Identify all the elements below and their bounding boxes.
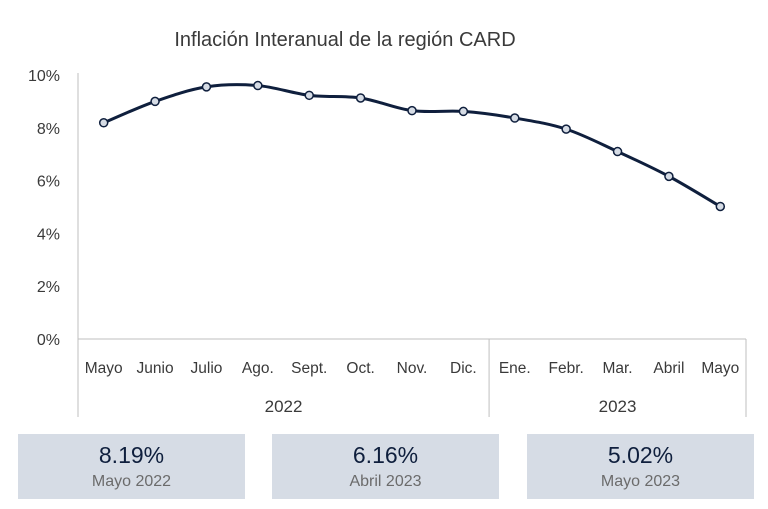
y-tick-label: 6% xyxy=(37,174,60,191)
x-tick-label: Dic. xyxy=(450,360,477,377)
data-point xyxy=(304,90,314,101)
stat-card-april-2023: 6.16% Abril 2023 xyxy=(272,434,499,499)
x-tick-label: Ene. xyxy=(499,360,531,377)
inflation-chart: Inflación Interanual de la región CARD 0… xyxy=(28,29,747,417)
x-tick-label: Ago. xyxy=(242,360,274,377)
data-point xyxy=(201,82,212,92)
x-axis: Mayo Junio Julio Ago. Sept. Oct. Nov. Dic. Ene. F… xyxy=(77,338,747,417)
x-tick-label: Julio xyxy=(191,360,223,377)
y-tick-label: 10% xyxy=(28,68,60,85)
stat-card-value: 6.16% xyxy=(352,442,419,468)
data-point xyxy=(664,171,674,182)
x-group-label: 2023 xyxy=(599,397,637,416)
x-tick-label: Mayo xyxy=(85,360,123,377)
x-tick-label: Mayo xyxy=(701,360,739,377)
data-point xyxy=(561,124,571,134)
x-tick-label: Sept. xyxy=(291,360,327,377)
x-tick-label: Febr. xyxy=(548,360,583,377)
stat-card-value: 5.02% xyxy=(607,442,674,468)
x-tick-label: Junio xyxy=(137,360,174,377)
series-line xyxy=(103,83,722,208)
y-tick-label: 0% xyxy=(37,332,60,349)
stat-card-may-2022: 8.19% Mayo 2022 xyxy=(18,434,245,499)
y-axis: 0% 2% 4% 6% 8% 10% xyxy=(28,68,79,349)
x-tick-label: Oct. xyxy=(346,360,374,377)
x-tick-label: Abril xyxy=(653,360,684,377)
stat-card-may-2023: 5.02% Mayo 2023 xyxy=(527,434,754,499)
x-tick-label: Nov. xyxy=(397,360,428,377)
data-point xyxy=(253,80,263,91)
chart-title: Inflación Interanual de la región CARD xyxy=(174,29,515,51)
data-point xyxy=(98,118,109,128)
stat-card-label: Abril 2023 xyxy=(349,473,422,490)
data-point xyxy=(510,113,520,123)
y-tick-label: 8% xyxy=(37,121,60,138)
y-tick-label: 2% xyxy=(37,279,60,296)
data-point xyxy=(612,146,623,157)
data-point xyxy=(407,105,417,116)
stat-card-value: 8.19% xyxy=(98,442,165,468)
data-point xyxy=(150,96,160,107)
y-tick-label: 4% xyxy=(37,226,60,243)
stat-card-label: Mayo 2022 xyxy=(91,473,172,490)
plot-area xyxy=(98,80,726,212)
data-point xyxy=(715,201,726,212)
data-point xyxy=(458,106,469,117)
data-point xyxy=(355,93,366,103)
x-tick-label: Mar. xyxy=(602,360,632,377)
x-group-label: 2022 xyxy=(265,397,303,416)
stat-card-label: Mayo 2023 xyxy=(600,473,681,490)
